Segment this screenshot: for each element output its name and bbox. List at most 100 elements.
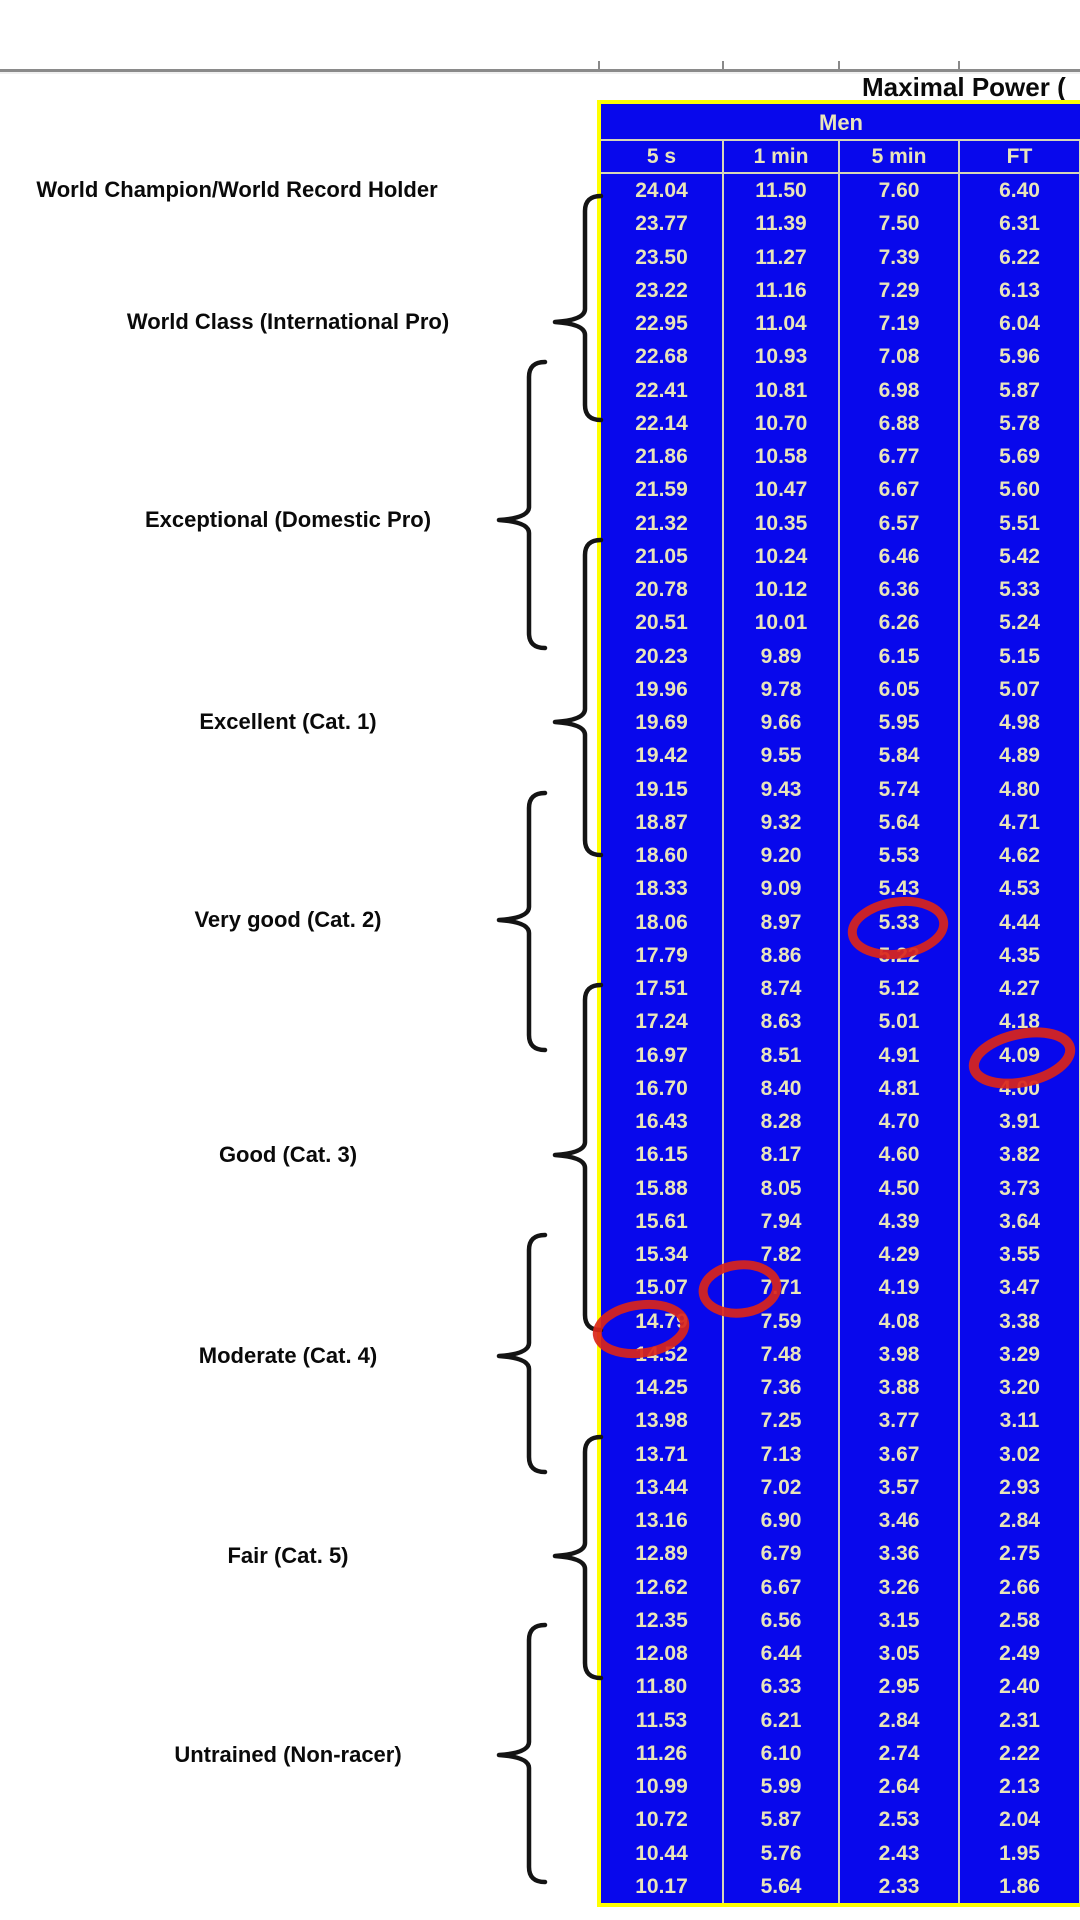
table-cell: 4.98 <box>999 711 1040 734</box>
table-cell: 3.20 <box>999 1376 1040 1399</box>
table-cell: 5.15 <box>999 644 1040 668</box>
table-cell: 3.47 <box>999 1276 1040 1300</box>
table-cell: 2.40 <box>999 1675 1040 1699</box>
table-cell: 2.33 <box>878 1874 920 1898</box>
column-tick <box>598 61 600 69</box>
table-cell: 22.14 <box>635 411 688 435</box>
table-cell: 19.69 <box>635 711 688 734</box>
table-cell: 4.09 <box>999 1043 1040 1067</box>
table-cell: 10.44 <box>635 1841 688 1865</box>
header-divider-line <box>601 139 1080 141</box>
table-cell: 7.36 <box>760 1376 802 1399</box>
table-cell: 3.73 <box>999 1176 1040 1200</box>
table-cell: 4.70 <box>878 1110 920 1133</box>
category-label: World Champion/World Record Holder <box>36 177 438 202</box>
table-cell: 4.44 <box>999 910 1040 934</box>
table-cell: 2.43 <box>878 1841 920 1865</box>
table-cell: 11.53 <box>635 1708 688 1732</box>
table-cell: 2.93 <box>999 1475 1040 1499</box>
table-cell: 11.39 <box>755 212 807 236</box>
table-cell: 2.58 <box>999 1608 1040 1632</box>
table-cell: 4.62 <box>999 844 1040 867</box>
table-cell: 4.19 <box>878 1276 920 1300</box>
table-cell: 5.60 <box>999 478 1040 502</box>
curly-brace <box>552 1434 604 1681</box>
table-cell: 12.89 <box>635 1542 688 1566</box>
curly-brace <box>552 537 604 858</box>
column-divider <box>838 141 840 1903</box>
table-cell: 16.70 <box>635 1076 688 1100</box>
table-cell: 3.64 <box>999 1209 1040 1233</box>
table-cell: 4.08 <box>878 1309 920 1333</box>
table-cell: 4.27 <box>999 977 1040 1000</box>
table-cell: 20.23 <box>635 644 688 668</box>
category-label: Untrained (Non-racer) <box>174 1742 402 1767</box>
table-cell: 21.59 <box>635 478 688 502</box>
table-cell: 9.20 <box>760 844 802 867</box>
table-cell: 1.86 <box>999 1874 1040 1898</box>
column-header: 5 min <box>871 145 927 168</box>
table-cell: 10.58 <box>754 445 808 468</box>
curly-brace <box>496 790 548 1053</box>
table-cell: 11.26 <box>635 1741 688 1765</box>
table-cell: 24.04 <box>635 179 688 202</box>
table-cell: 4.18 <box>999 1010 1040 1034</box>
table-cell: 5.12 <box>878 977 920 1000</box>
table-cell: 6.13 <box>999 278 1040 302</box>
table-cell: 10.24 <box>754 544 808 568</box>
table-cell: 5.64 <box>878 810 920 834</box>
subheader-divider-line <box>601 172 1080 174</box>
table-cell: 13.44 <box>635 1475 688 1499</box>
table-cell: 9.66 <box>760 711 802 734</box>
table-cell: 14.79 <box>635 1309 688 1333</box>
table-cell: 5.53 <box>878 844 920 867</box>
column-header: 5 s <box>646 145 677 168</box>
table-cell: 10.81 <box>754 378 808 402</box>
table-cell: 5.69 <box>999 445 1040 468</box>
table-cell: 3.36 <box>878 1542 920 1566</box>
men-group-header: Men <box>819 110 863 135</box>
table-cell: 6.36 <box>878 578 920 601</box>
table-cell: 12.35 <box>635 1608 688 1632</box>
table-cell: 5.84 <box>878 744 920 768</box>
table-cell: 15.88 <box>635 1176 688 1200</box>
table-cell: 2.04 <box>999 1808 1040 1832</box>
table-cell: 22.41 <box>635 378 688 402</box>
table-cell: 6.79 <box>760 1542 802 1566</box>
table-cell: 5.78 <box>999 411 1040 435</box>
table-cell: 16.97 <box>635 1043 688 1067</box>
table-cell: 5.42 <box>999 544 1040 568</box>
table-cell: 7.25 <box>760 1409 802 1433</box>
table-cell: 5.24 <box>999 611 1040 635</box>
table-cell: 4.39 <box>878 1209 920 1233</box>
table-cell: 7.29 <box>878 278 920 302</box>
table-cell: 2.75 <box>999 1542 1040 1566</box>
column-header: FT <box>1006 145 1033 168</box>
table-cell: 7.60 <box>878 179 920 202</box>
table-cell: 5.01 <box>878 1010 920 1034</box>
table-cell: 3.57 <box>878 1475 920 1499</box>
table-cell: 2.84 <box>999 1509 1040 1532</box>
table-cell: 3.38 <box>999 1309 1040 1333</box>
column-divider <box>958 141 960 1903</box>
table-cell: 9.09 <box>760 877 802 901</box>
table-cell: 5.07 <box>999 677 1040 701</box>
table-cell: 7.82 <box>760 1243 802 1266</box>
power-table: Men 5 s 1 min 5 min FT 24.04 11.50 7.60 6.40 23… <box>597 100 1080 1907</box>
table-cell: 15.61 <box>635 1209 688 1233</box>
table-cell: 6.88 <box>878 411 920 435</box>
table-cell: 5.96 <box>999 345 1040 369</box>
column-tick <box>838 61 840 69</box>
table-cell: 4.60 <box>878 1143 920 1167</box>
table-cell: 6.26 <box>878 611 920 635</box>
table-cell: 6.21 <box>760 1708 802 1732</box>
table-cell: 6.56 <box>760 1608 802 1632</box>
top-rule-line <box>0 69 1080 72</box>
table-cell: 3.98 <box>878 1342 920 1366</box>
table-cell: 4.29 <box>878 1243 920 1266</box>
table-cell: 6.15 <box>878 644 920 668</box>
table-cell: 3.55 <box>999 1243 1040 1266</box>
table-cell: 18.87 <box>635 810 688 834</box>
table-cell: 9.89 <box>760 644 802 668</box>
table-cell: 7.02 <box>760 1475 802 1499</box>
